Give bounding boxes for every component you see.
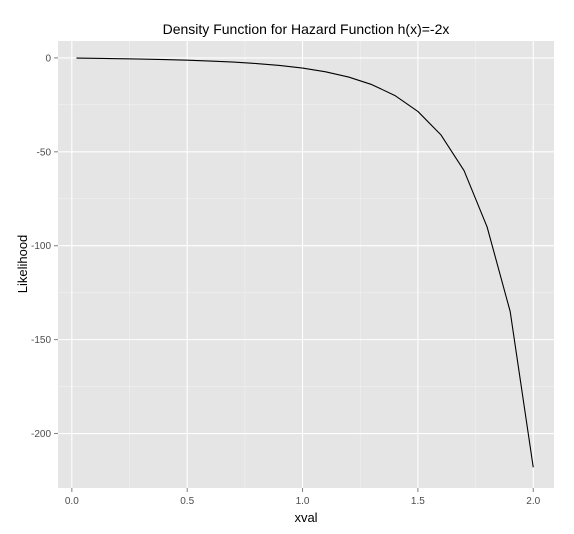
x-tick-label: 0.0 xyxy=(65,496,79,507)
x-tick-label: 2.0 xyxy=(526,496,540,507)
series-line xyxy=(76,57,534,468)
x-axis-ticks: 0.0 0.5 1.0 1.5 2.0 xyxy=(65,488,541,507)
panel-background xyxy=(58,41,554,488)
x-tick-label: 0.5 xyxy=(180,496,194,507)
minor-grid xyxy=(58,41,554,488)
data-layer xyxy=(76,57,534,468)
chart-title: Density Function for Hazard Function h(x… xyxy=(163,21,450,37)
y-tick-label: -100 xyxy=(31,241,51,252)
x-tick-label: 1.0 xyxy=(296,496,310,507)
y-axis-ticks: 0 -50 -100 -150 -200 xyxy=(31,53,58,440)
y-tick-label: 0 xyxy=(45,53,51,64)
y-axis-title: Likelihood xyxy=(15,235,30,294)
x-tick-label: 1.5 xyxy=(411,496,425,507)
y-tick-label: -150 xyxy=(31,335,51,346)
y-tick-label: -200 xyxy=(31,429,51,440)
x-axis-title: xval xyxy=(294,510,317,525)
y-tick-label: -50 xyxy=(37,147,52,158)
major-grid xyxy=(58,41,554,488)
